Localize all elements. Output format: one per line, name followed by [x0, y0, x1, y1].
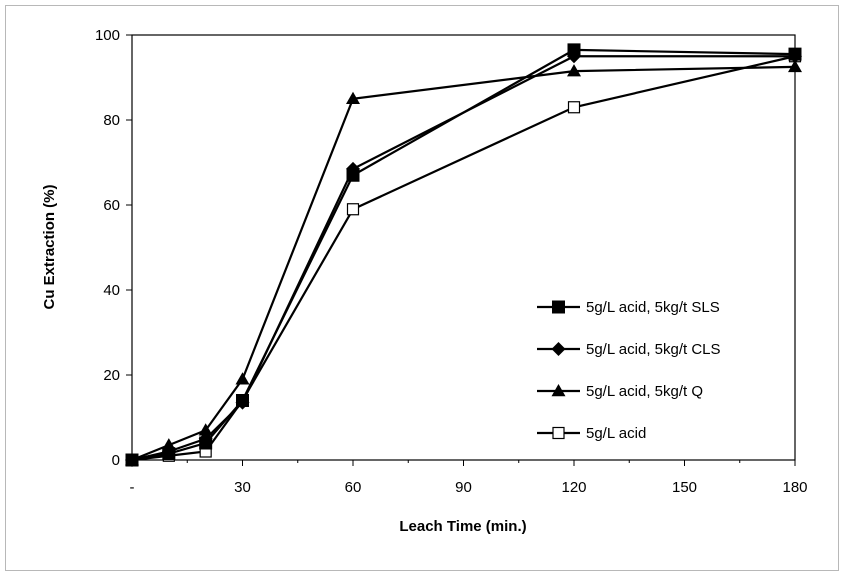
y-tick-label: 100	[95, 27, 120, 44]
x-tick-label: 120	[561, 479, 586, 496]
legend-label: 5g/L acid, 5kg/t CLS	[586, 341, 721, 358]
legend-entry: 5g/L acid, 5kg/t CLS	[537, 341, 721, 358]
x-tick-label: 60	[345, 479, 362, 496]
x-tick-label: 150	[672, 479, 697, 496]
legend: 5g/L acid, 5kg/t SLS 5g/L acid, 5kg/t CLS…	[537, 299, 721, 442]
legend-entry: 5g/L acid	[537, 425, 646, 442]
series-line	[131, 65, 796, 462]
y-axis-title: Cu Extraction (%)	[41, 184, 58, 309]
data-point	[567, 43, 581, 57]
y-tick-label: 0	[112, 452, 120, 469]
legend-marker	[551, 384, 566, 397]
legend-marker	[552, 426, 565, 440]
y-tick-label: 80	[103, 112, 120, 129]
data-point	[161, 438, 176, 451]
chart-frame	[5, 5, 839, 571]
series-1	[125, 43, 802, 467]
y-tick-label: 20	[103, 367, 120, 384]
data-point	[567, 101, 581, 114]
legend-label: 5g/L acid, 5kg/t Q	[586, 383, 703, 400]
legend-entry: 5g/L acid, 5kg/t Q	[537, 383, 703, 400]
legend-marker	[551, 342, 566, 356]
axes: 0 20 40 60 80 100 - 30 60 90 120 150 180	[95, 27, 808, 496]
data-point	[125, 453, 139, 466]
data-point	[788, 59, 802, 73]
y-tick-label: 40	[103, 282, 120, 299]
series-3	[125, 59, 802, 466]
data-point	[788, 47, 802, 61]
x-tick-label: 30	[234, 479, 251, 496]
legend-marker	[552, 300, 565, 314]
legend-entry: 5g/L acid, 5kg/t SLS	[537, 299, 720, 316]
x-tick-label: 90	[455, 479, 472, 496]
x-tick-label: -	[130, 479, 135, 496]
x-tick-label: 180	[782, 479, 807, 496]
data-point	[346, 168, 360, 182]
legend-label: 5g/L acid	[586, 425, 646, 442]
x-axis-title: Leach Time (min.)	[399, 518, 526, 535]
data-point	[199, 436, 213, 450]
y-tick-label: 60	[103, 197, 120, 214]
data-point	[346, 203, 360, 216]
data-point	[198, 423, 213, 436]
data-point	[235, 372, 250, 385]
data-point	[346, 91, 360, 104]
series-group	[125, 43, 802, 467]
data-point	[236, 394, 249, 407]
legend-label: 5g/L acid, 5kg/t SLS	[586, 299, 720, 316]
data-point	[567, 64, 581, 77]
